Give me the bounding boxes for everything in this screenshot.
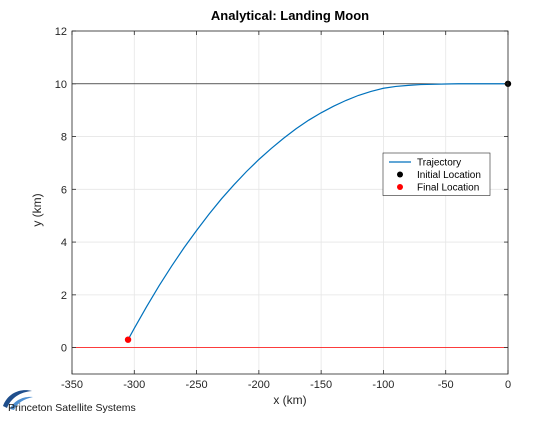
y-tick-label: 0 [61,343,67,355]
x-tick-label: -300 [123,379,145,391]
x-tick-label: -50 [438,379,454,391]
reference-lines [72,83,508,349]
x-tick-label: -100 [372,379,394,391]
x-axis-label: x (km) [273,393,306,407]
x-tick-label: -250 [186,379,208,391]
logo-swoosh-icon [3,390,32,408]
plot-area [124,80,512,343]
x-tick-label: -350 [61,379,83,391]
y-ticks: 0 2 4 6 8 10 12 [55,26,508,355]
series-line-trajectory [127,83,508,340]
y-tick-label: 4 [61,237,67,249]
y-axis-label: y (km) [30,193,44,226]
y-tick-label: 8 [61,132,67,144]
y-tick-label: 2 [61,290,67,302]
y-tick-label: 12 [55,26,67,38]
legend-entry: Trajectory [417,158,461,169]
legend-swatch-point [397,171,403,178]
legend-entry: Final Location [417,183,479,194]
logo-swoosh-accent-icon [10,396,33,410]
x-tick-label: 0 [505,379,511,391]
x-tick-label: -200 [248,379,270,391]
logo-text: Princeton Satellite Systems [8,402,136,414]
legend-swatch-point [397,184,403,190]
y-tick-label: 6 [61,184,67,196]
x-ticks: -350 -300 -250 -200 -150 -100 -50 0 [61,31,511,391]
series-point-final-location [124,336,132,343]
axes-box [71,30,509,375]
legend-entry: Initial Location [417,170,481,181]
x-tick-label: -150 [310,379,332,391]
psslogo: Princeton Satellite Systems [3,390,136,414]
chart-title: Analytical: Landing Moon [211,8,369,23]
y-tick-label: 10 [55,79,67,91]
